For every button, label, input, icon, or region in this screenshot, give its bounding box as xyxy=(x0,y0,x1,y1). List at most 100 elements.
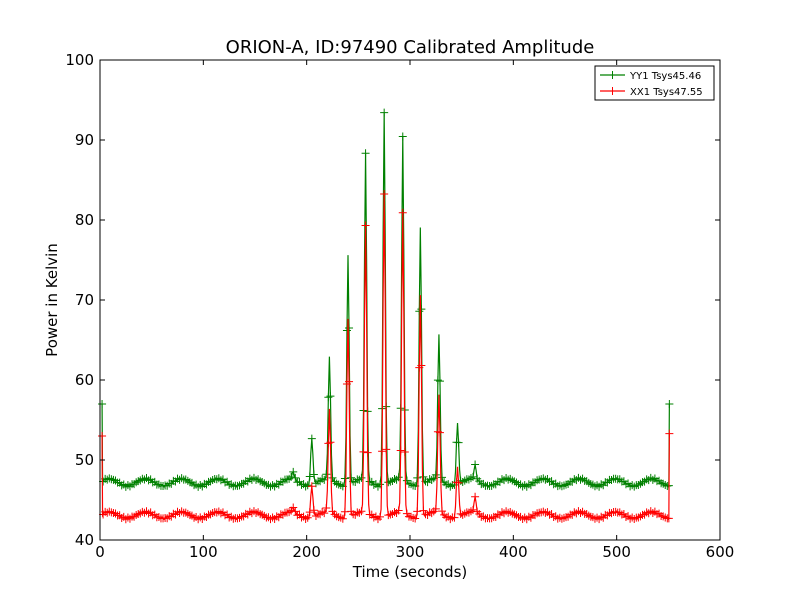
x-tick-label-6: 600 xyxy=(706,543,735,561)
data-point-0-370 xyxy=(479,479,488,488)
data-point-1-532 xyxy=(646,507,655,516)
data-point-1-346 xyxy=(454,478,463,487)
data-point-0-114 xyxy=(214,474,223,483)
data-point-0-10 xyxy=(107,475,116,484)
data-point-1-310 xyxy=(417,361,426,370)
data-point-0-108 xyxy=(208,475,217,484)
data-point-0-484 xyxy=(597,480,606,489)
legend-label-0: YY1 Tsys45.46 xyxy=(629,71,701,82)
data-point-0-360 xyxy=(469,472,478,481)
data-point-0-436 xyxy=(547,477,556,486)
data-point-1-434 xyxy=(545,510,554,519)
data-point-0-166 xyxy=(268,481,277,490)
data-point-1-338 xyxy=(446,515,455,524)
data-point-1-484 xyxy=(597,512,606,521)
series-markers-1 xyxy=(98,189,674,524)
data-point-1-406 xyxy=(516,512,525,521)
data-point-0-182 xyxy=(285,474,294,483)
data-point-0-450 xyxy=(562,480,571,489)
data-point-1-522 xyxy=(636,512,645,521)
data-point-0-308 xyxy=(415,307,424,316)
data-point-1-520 xyxy=(634,513,643,522)
data-point-0-470 xyxy=(582,477,591,486)
data-point-1-292 xyxy=(398,208,407,217)
data-point-1-342 xyxy=(450,513,459,522)
data-point-0-326 xyxy=(433,376,442,385)
data-point-0-396 xyxy=(506,474,515,483)
data-point-1-234 xyxy=(338,514,347,523)
data-point-1-398 xyxy=(508,509,517,518)
data-point-1-10 xyxy=(107,508,116,517)
data-point-1-244 xyxy=(349,510,358,519)
legend-marker-1 xyxy=(608,87,617,95)
data-point-1-34 xyxy=(132,511,141,520)
data-point-0-190 xyxy=(293,478,302,487)
data-point-1-256 xyxy=(361,221,370,230)
data-point-1-232 xyxy=(336,513,345,522)
series-0 xyxy=(98,108,674,491)
data-point-1-294 xyxy=(400,447,409,456)
data-point-1-124 xyxy=(225,513,234,522)
data-point-0-400 xyxy=(510,477,519,486)
data-point-0-74 xyxy=(173,474,182,483)
data-point-0-232 xyxy=(336,481,345,490)
data-point-1-254 xyxy=(359,447,368,456)
data-point-1-14 xyxy=(111,509,120,518)
data-point-1-230 xyxy=(334,513,343,522)
data-point-0-154 xyxy=(256,477,265,486)
data-point-0-324 xyxy=(431,470,440,479)
data-point-1-70 xyxy=(169,509,178,518)
data-point-1-314 xyxy=(421,510,430,519)
data-point-1-188 xyxy=(291,507,300,516)
data-point-0-300 xyxy=(407,480,416,489)
data-point-0-356 xyxy=(464,475,473,484)
data-point-0-106 xyxy=(206,477,215,486)
data-point-1-218 xyxy=(322,503,331,512)
data-point-0-116 xyxy=(216,476,225,485)
data-point-1-126 xyxy=(227,512,236,521)
data-point-0-256 xyxy=(361,149,370,158)
data-point-1-516 xyxy=(630,515,639,524)
data-point-1-206 xyxy=(309,506,318,515)
data-point-1-190 xyxy=(293,511,302,520)
data-point-0-280 xyxy=(386,477,395,486)
data-point-1-278 xyxy=(384,511,393,520)
data-point-1-470 xyxy=(582,509,591,518)
data-point-0-204 xyxy=(307,434,316,443)
data-point-1-378 xyxy=(487,514,496,523)
data-point-1-400 xyxy=(510,510,519,519)
data-point-1-488 xyxy=(601,510,610,519)
data-point-1-462 xyxy=(574,507,583,516)
data-point-0-158 xyxy=(260,479,269,488)
data-point-0-152 xyxy=(254,475,263,484)
data-point-0-34 xyxy=(132,478,141,487)
data-point-1-402 xyxy=(512,511,521,520)
data-point-0-218 xyxy=(322,470,331,479)
y-tick-label-0: 40 xyxy=(75,531,94,549)
data-point-1-312 xyxy=(419,506,428,515)
y-tick-label-2: 60 xyxy=(75,371,94,389)
y-tick-label-3: 70 xyxy=(75,291,94,309)
data-point-1-300 xyxy=(407,512,416,521)
data-point-0-70 xyxy=(169,476,178,485)
data-point-1-84 xyxy=(183,509,192,518)
data-point-0-284 xyxy=(390,474,399,483)
data-point-0-250 xyxy=(355,475,364,484)
data-point-0-392 xyxy=(502,473,511,482)
data-point-1-154 xyxy=(256,510,265,519)
data-point-0-420 xyxy=(531,478,540,487)
data-point-1-304 xyxy=(411,514,420,523)
data-point-0-422 xyxy=(533,476,542,485)
data-point-1-288 xyxy=(394,506,403,515)
data-point-1-350 xyxy=(458,510,467,519)
data-point-1-344 xyxy=(452,478,461,487)
data-point-0-446 xyxy=(557,482,566,491)
y-tick-label-4: 80 xyxy=(75,211,94,229)
data-point-1-290 xyxy=(396,446,405,455)
data-point-0-394 xyxy=(504,475,513,484)
data-point-1-140 xyxy=(241,509,250,518)
data-point-0-38 xyxy=(136,476,145,485)
data-point-0-226 xyxy=(330,477,339,486)
data-point-1-534 xyxy=(648,509,657,518)
